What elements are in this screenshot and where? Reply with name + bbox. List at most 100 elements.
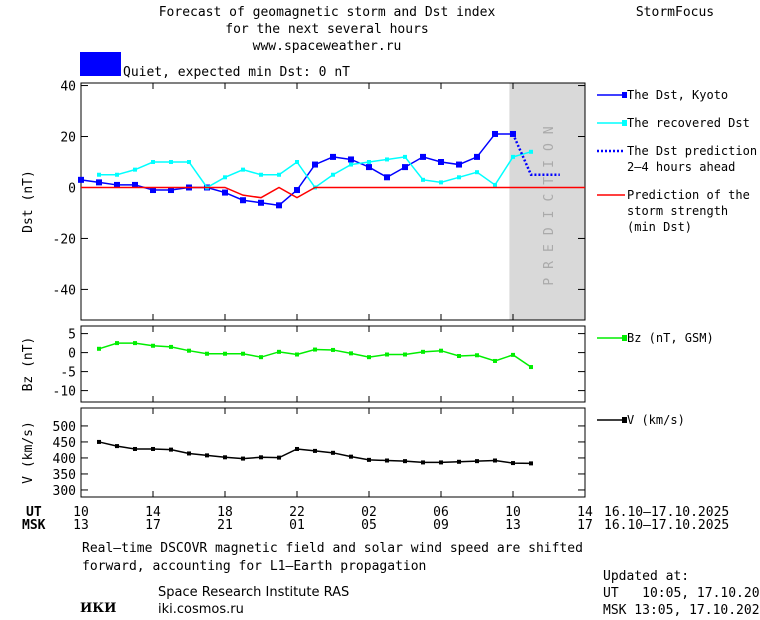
legend-item: V (km/s): [597, 412, 760, 428]
updated: Updated at:: [603, 569, 689, 584]
y-tick-label: -40: [53, 283, 76, 298]
msk-label: MSK: [22, 518, 46, 533]
y-tick-label: 0: [68, 181, 76, 196]
data-point: [115, 341, 119, 346]
legend-label: V (km/s): [627, 413, 685, 427]
data-point: [493, 358, 497, 363]
x2-tick-label: 05: [361, 518, 377, 533]
legend-swatch: [597, 92, 627, 98]
data-point: [223, 175, 227, 180]
data-point: [367, 355, 371, 360]
data-point: [133, 167, 137, 172]
data-point: [277, 172, 281, 177]
data-point: [151, 446, 155, 451]
y-tick-label: 300: [53, 484, 76, 499]
data-point: [223, 455, 227, 460]
data-point: [277, 349, 281, 354]
data-point: [115, 172, 119, 177]
x2-tick-label: 01: [289, 518, 305, 533]
data-point: [403, 459, 407, 464]
date-range: 16.10–17.10.2025: [604, 518, 729, 533]
y-axis-label: V (km/s): [21, 421, 36, 484]
y-tick-label: 500: [53, 420, 76, 435]
data-point: [258, 199, 264, 206]
data-point: [187, 451, 191, 456]
status-label: Quiet, expected min Dst: 0 nT: [123, 65, 350, 80]
data-point: [403, 352, 407, 357]
x-tick-label: 14: [145, 505, 161, 520]
plot-frame: [80, 407, 586, 498]
prediction-label: PREDICTION: [542, 117, 557, 285]
data-point: [385, 352, 389, 357]
data-point: [78, 176, 84, 183]
data-point: [205, 453, 209, 458]
title: www.spaceweather.ru: [253, 39, 402, 54]
y-tick-label: -5: [60, 366, 76, 381]
legend-marker: [622, 417, 627, 423]
legend: V (km/s): [597, 412, 760, 428]
data-point: [295, 160, 299, 164]
note: Real–time DSCOVR magnetic field and sola…: [82, 541, 583, 556]
data-point: [295, 446, 299, 451]
data-point: [222, 189, 228, 196]
data-point: [240, 197, 246, 204]
data-point: [403, 154, 407, 159]
data-point: [276, 202, 282, 209]
ut-label: UT: [26, 505, 42, 520]
data-point: [475, 459, 479, 464]
y-tick-label: 0: [68, 347, 76, 362]
data-point: [241, 456, 245, 461]
x-tick-label: 06: [433, 505, 449, 520]
updated: UT 10:05, 17.10.2025: [603, 586, 760, 601]
legend-item: The recovered Dst: [597, 115, 760, 131]
legend-item: The Dst prediction 2–4 hours ahead: [597, 143, 760, 175]
data-point: [133, 341, 137, 346]
y-tick-label: 400: [53, 452, 76, 467]
legend-swatch: [597, 120, 627, 126]
data-point: [421, 460, 425, 465]
data-point: [97, 172, 101, 177]
data-point: [259, 172, 263, 177]
legend-label: The recovered Dst: [627, 116, 750, 130]
data-point: [457, 459, 461, 464]
data-point: [511, 154, 515, 159]
legend-label: The Dst prediction 2–4 hours ahead: [627, 144, 758, 174]
legend-label: Prediction of the storm strength (min Ds…: [627, 188, 750, 234]
data-point: [97, 346, 101, 351]
data-point: [420, 153, 426, 160]
data-point: [493, 182, 497, 187]
data-point: [97, 439, 101, 444]
data-point: [241, 167, 245, 172]
plot-frame: [80, 82, 586, 321]
legend-marker: [622, 92, 627, 98]
series-line: [99, 151, 532, 189]
logo: ИКИ: [80, 601, 116, 616]
data-point: [529, 365, 533, 370]
x-tick-label: 18: [217, 505, 233, 520]
data-point: [493, 458, 497, 463]
x-tick-label: 02: [361, 505, 377, 520]
legend-item: Bz (nT, GSM): [597, 330, 760, 346]
data-point: [169, 160, 173, 164]
data-point: [511, 461, 515, 466]
data-point: [96, 179, 102, 186]
data-point: [259, 455, 263, 460]
legend-swatch: [597, 417, 627, 423]
x2-tick-label: 21: [217, 518, 233, 533]
updated: MSK 13:05, 17.10.2025: [603, 603, 760, 618]
note: forward, accounting for L1–Earth propaga…: [82, 559, 426, 574]
y-tick-label: 5: [68, 328, 76, 343]
data-point: [475, 170, 479, 175]
legend-item: The Dst, Kyoto: [597, 87, 760, 103]
data-point: [114, 181, 120, 188]
y-tick-label: -10: [53, 385, 76, 400]
data-point: [385, 458, 389, 463]
x2-tick-label: 13: [73, 518, 89, 533]
brand: StormFocus: [636, 5, 714, 20]
legend-item: Prediction of the storm strength (min Ds…: [597, 187, 760, 235]
legend-marker: [622, 120, 627, 126]
x2-tick-label: 17: [577, 518, 593, 533]
data-point: [366, 164, 372, 171]
data-point: [348, 156, 354, 163]
data-point: [151, 160, 155, 164]
